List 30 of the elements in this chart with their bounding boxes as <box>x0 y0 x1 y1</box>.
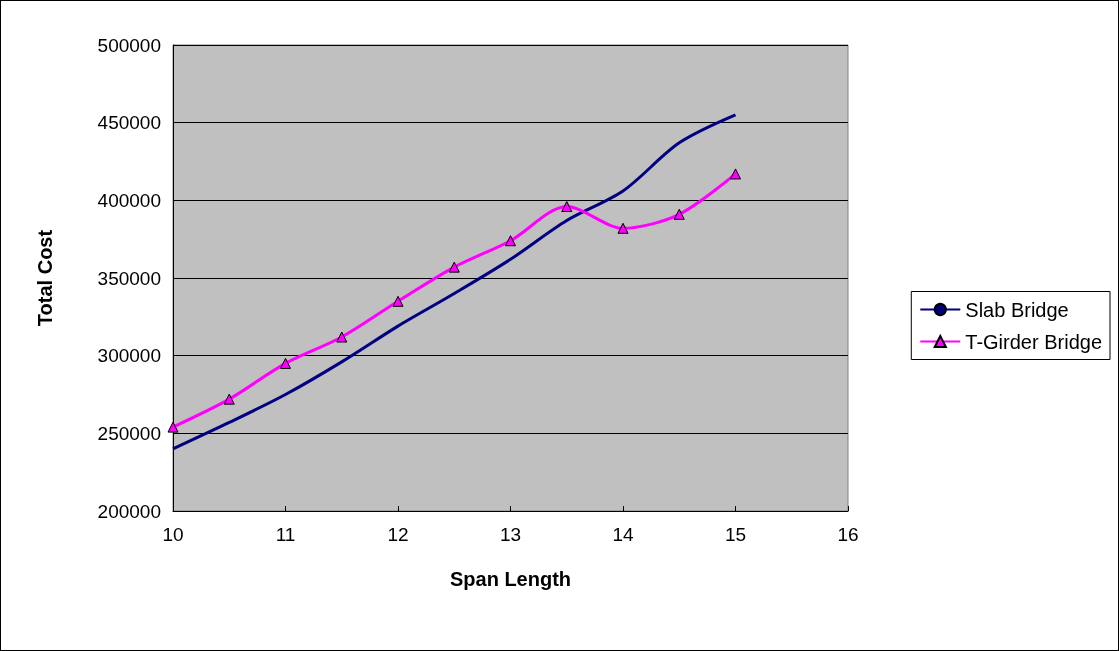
point <box>167 421 179 433</box>
x-tick-label: 12 <box>387 524 409 545</box>
y-tick-label: 500000 <box>97 34 161 56</box>
x-tick-label: 13 <box>499 524 522 545</box>
point <box>336 331 348 343</box>
point <box>673 208 685 220</box>
y-axis-title: Total Cost <box>34 229 56 327</box>
y-tick-label: 200000 <box>97 500 161 522</box>
y-tick-label: 350000 <box>97 267 161 289</box>
x-tick-label: 10 <box>162 524 184 545</box>
y-tick-label: 400000 <box>97 189 161 211</box>
legend-label: T-Girder Bridge <box>965 330 1103 353</box>
point <box>505 235 516 247</box>
x-tick-label: 16 <box>837 524 859 545</box>
legend-label: Slab Bridge <box>965 298 1069 321</box>
y-tick-label: 450000 <box>97 112 161 134</box>
y-tick-label: 300000 <box>97 345 161 367</box>
x-tick-label: 14 <box>612 524 634 545</box>
line-series <box>171 113 737 451</box>
point <box>392 295 404 307</box>
point <box>561 201 573 213</box>
x-tick-label: 15 <box>724 524 747 545</box>
point <box>730 168 741 180</box>
x-axis-title: Span Length <box>449 568 572 590</box>
point <box>280 357 291 369</box>
point <box>223 393 235 405</box>
y-tick-label: 250000 <box>97 422 161 444</box>
point <box>448 261 460 273</box>
x-tick-label: 11 <box>275 524 296 545</box>
point <box>617 222 629 234</box>
